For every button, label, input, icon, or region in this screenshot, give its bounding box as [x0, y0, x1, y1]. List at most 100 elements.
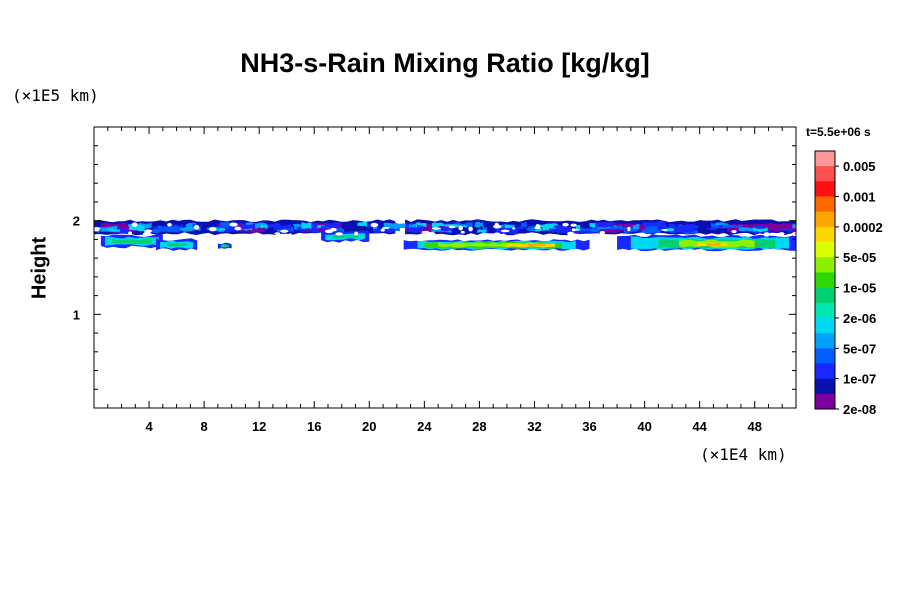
band-texture — [241, 223, 256, 230]
colorbar-swatch — [815, 242, 835, 258]
colorbar-label: 0.005 — [843, 159, 876, 174]
band-gap — [234, 226, 242, 231]
band-texture — [474, 221, 484, 228]
lower-layer-right — [438, 242, 549, 248]
band-gap — [599, 230, 606, 235]
band-texture — [609, 225, 624, 230]
band-gap — [208, 227, 217, 232]
colorbar-swatch — [815, 333, 835, 349]
band-texture — [578, 227, 600, 232]
band-gap — [493, 232, 500, 236]
band-gap — [131, 222, 138, 227]
band-texture — [417, 224, 423, 230]
colorbar-swatch — [815, 272, 835, 288]
x-tick-label: 44 — [692, 419, 707, 434]
x-tick-label: 32 — [527, 419, 541, 434]
y-axis-unit: (×1E5 km) — [12, 86, 99, 105]
colorbar-swatch — [815, 181, 835, 197]
plot-frame — [93, 126, 797, 409]
band-texture — [220, 221, 230, 228]
band-gap — [567, 231, 575, 236]
x-tick-label: 28 — [472, 419, 486, 434]
band-gap — [426, 231, 436, 236]
band-gap — [280, 229, 289, 233]
band-texture — [383, 222, 406, 230]
colorbar-swatch — [815, 393, 835, 410]
band-gap — [458, 226, 463, 231]
band-texture — [753, 227, 768, 233]
y-tick-label: 2 — [73, 214, 80, 229]
colorbar-swatch — [815, 363, 835, 379]
band-texture — [642, 228, 661, 235]
band-gap — [572, 228, 580, 231]
band-texture — [320, 225, 326, 231]
band-texture — [677, 224, 699, 229]
band-texture — [324, 222, 339, 229]
band-gap — [731, 229, 737, 234]
band-texture — [443, 224, 467, 228]
band-texture — [158, 225, 179, 233]
band-gap — [330, 227, 337, 232]
band-gap — [500, 229, 510, 233]
band-gap — [288, 233, 292, 237]
band-texture — [623, 229, 638, 233]
band-texture — [273, 223, 292, 231]
heatmap-field — [93, 219, 800, 252]
band-gap — [661, 229, 668, 231]
x-tick-label: 40 — [637, 419, 651, 434]
colorbar-label: 0.001 — [843, 190, 876, 205]
band-gap — [639, 233, 646, 236]
colorbar: 0.005 0.001 0.0002 5e-05 1e-05 2e-06 5e-07 1e-0… — [814, 150, 883, 417]
band-gap — [93, 228, 100, 232]
band-texture — [301, 222, 312, 229]
band-texture — [553, 225, 571, 230]
band-gap — [763, 232, 770, 237]
colorbar-swatch — [815, 151, 835, 167]
colorbar-label: 2e-06 — [843, 311, 876, 326]
colorbar-swatch — [815, 211, 835, 228]
colorbar-swatch — [815, 287, 835, 304]
x-tick-label: 48 — [747, 419, 761, 434]
colorbar-label: 5e-07 — [843, 341, 876, 356]
lower-cloud-inner — [111, 238, 152, 244]
band-texture — [673, 227, 695, 233]
x-tick-label: 4 — [145, 419, 153, 434]
lower-layer-peak — [706, 242, 721, 246]
colorbar-swatch — [815, 196, 835, 213]
band-texture — [575, 224, 581, 230]
colorbar-label: 1e-05 — [843, 281, 876, 296]
lower-cloud-inner — [166, 242, 187, 247]
band-texture — [716, 224, 723, 229]
band-gap — [460, 230, 465, 234]
y-tick-label: 1 — [73, 307, 80, 322]
colorbar-swatch — [815, 257, 835, 273]
time-label: t=5.5e+06 s — [806, 125, 871, 139]
band-gap — [570, 223, 577, 227]
x-axis-unit: (×1E4 km) — [700, 445, 787, 464]
band-texture — [219, 228, 226, 232]
x-tick-label: 36 — [582, 419, 596, 434]
colorbar-frame — [814, 150, 836, 410]
band-gap — [354, 231, 359, 236]
band-gap — [525, 232, 529, 237]
band-texture — [357, 221, 367, 228]
band-texture — [719, 224, 743, 229]
lower-layer-peak — [527, 243, 546, 247]
band-texture — [260, 224, 268, 229]
band-texture — [623, 226, 639, 231]
colorbar-swatch — [815, 302, 835, 319]
band-gap — [739, 234, 746, 237]
colorbar-label: 5e-05 — [843, 250, 876, 265]
band-gap — [776, 232, 783, 235]
band-gap — [468, 226, 473, 232]
band-texture — [407, 227, 424, 233]
chart-title: NH3-s-Rain Mixing Ratio [kg/kg] — [240, 48, 650, 78]
band-gap — [193, 225, 200, 230]
band-texture — [142, 228, 162, 234]
band-gap — [167, 222, 172, 227]
lower-cloud-inner — [332, 234, 359, 239]
band-texture — [792, 223, 796, 230]
x-tick-label: 12 — [252, 419, 266, 434]
